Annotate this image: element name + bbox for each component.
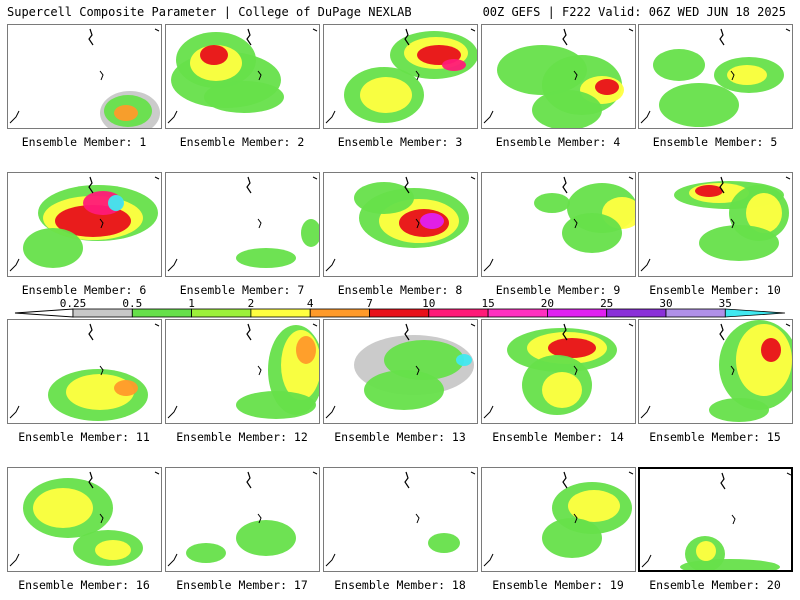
ensemble-member-label: Ensemble Member: 14	[492, 430, 624, 444]
ensemble-map-panel-2[interactable]	[165, 24, 320, 129]
ensemble-member-label: Ensemble Member: 17	[176, 578, 308, 592]
scp-map	[640, 176, 791, 272]
color-scale-tick-label: 10	[422, 297, 436, 310]
ensemble-map-panel-16[interactable]	[7, 467, 162, 572]
ensemble-map-panel-4[interactable]	[481, 24, 636, 129]
ensemble-map-panel-15[interactable]	[638, 319, 793, 424]
ensemble-map-panel-3[interactable]	[323, 24, 478, 129]
scp-map	[167, 471, 318, 567]
ensemble-map-panel-19[interactable]	[481, 467, 636, 572]
color-scale-tick-label: 4	[306, 297, 314, 310]
color-scale-tick-label: 15	[481, 297, 495, 310]
ensemble-member-label: Ensemble Member: 8	[337, 283, 463, 297]
color-scale-tick-label: 20	[540, 297, 555, 310]
scp-map	[9, 471, 160, 567]
color-scale-tick-label: 35	[718, 297, 732, 310]
scp-map	[325, 471, 476, 567]
ensemble-map-panel-20[interactable]	[638, 467, 793, 572]
scp-map	[640, 28, 791, 127]
ensemble-map-panel-13[interactable]	[323, 319, 478, 424]
scp-map	[167, 323, 319, 419]
ensemble-map-panel-1[interactable]	[7, 24, 162, 129]
page-title: Supercell Composite Parameter | College …	[7, 5, 412, 19]
ensemble-member-label: Ensemble Member: 3	[337, 135, 463, 149]
ensemble-map-panel-12[interactable]	[165, 319, 320, 424]
ensemble-map-panel-9[interactable]	[481, 172, 636, 277]
scp-map	[483, 471, 634, 567]
ensemble-member-label: Ensemble Member: 18	[334, 578, 466, 592]
ensemble-map-panel-5[interactable]	[638, 24, 793, 129]
ensemble-member-label: Ensemble Member: 6	[21, 283, 147, 297]
ensemble-member-label: Ensemble Member: 15	[649, 430, 781, 444]
ensemble-member-label: Ensemble Member: 16	[18, 578, 150, 592]
ensemble-map-panel-14[interactable]	[481, 319, 636, 424]
ensemble-member-label: Ensemble Member: 11	[18, 430, 150, 444]
color-scale-tick-label: 30	[659, 297, 673, 310]
scp-map	[325, 176, 476, 272]
color-scale-tick-label: 1	[188, 297, 195, 310]
ensemble-member-label: Ensemble Member: 2	[179, 135, 305, 149]
ensemble-member-label: Ensemble Member: 12	[176, 430, 308, 444]
color-scale-tick-label: 0.5	[122, 297, 143, 310]
ensemble-member-label: Ensemble Member: 4	[495, 135, 621, 149]
scp-map	[9, 323, 160, 421]
ensemble-member-label: Ensemble Member: 13	[334, 430, 466, 444]
ensemble-map-panel-8[interactable]	[323, 172, 478, 277]
scp-map	[483, 28, 634, 128]
ensemble-member-label: Ensemble Member: 10	[649, 283, 781, 297]
color-scale-tick-label: 7	[366, 297, 373, 310]
color-scale-tick-label: 2	[247, 297, 255, 310]
scp-map	[167, 28, 318, 124]
ensemble-map-panel-17[interactable]	[165, 467, 320, 572]
ensemble-map-panel-6[interactable]	[7, 172, 162, 277]
ensemble-member-label: Ensemble Member: 1	[21, 135, 147, 149]
scp-map	[483, 176, 635, 272]
ensemble-map-panel-10[interactable]	[638, 172, 793, 277]
ensemble-member-label: Ensemble Member: 9	[495, 283, 621, 297]
scp-map	[483, 323, 634, 419]
scp-map	[9, 176, 160, 272]
ensemble-map-panel-7[interactable]	[165, 172, 320, 277]
ensemble-member-label: Ensemble Member: 19	[492, 578, 624, 592]
scp-map	[640, 320, 792, 422]
scp-map	[167, 176, 319, 272]
ensemble-member-label: Ensemble Member: 7	[179, 283, 305, 297]
scp-map	[325, 28, 477, 124]
ensemble-map-panel-11[interactable]	[7, 319, 162, 424]
color-scale-bar	[14, 308, 786, 318]
ensemble-member-label: Ensemble Member: 5	[652, 135, 778, 149]
model-run-info: 00Z GEFS | F222 Valid: 06Z WED JUN 18 20…	[482, 5, 786, 19]
ensemble-member-label: Ensemble Member: 20	[649, 578, 781, 592]
ensemble-map-panel-18[interactable]	[323, 467, 478, 572]
scp-map	[641, 472, 791, 570]
scp-map	[9, 28, 160, 128]
scp-map	[325, 323, 476, 419]
color-scale-tick-label: 25	[600, 297, 614, 310]
color-scale-tick-label: 0.25	[59, 297, 87, 310]
